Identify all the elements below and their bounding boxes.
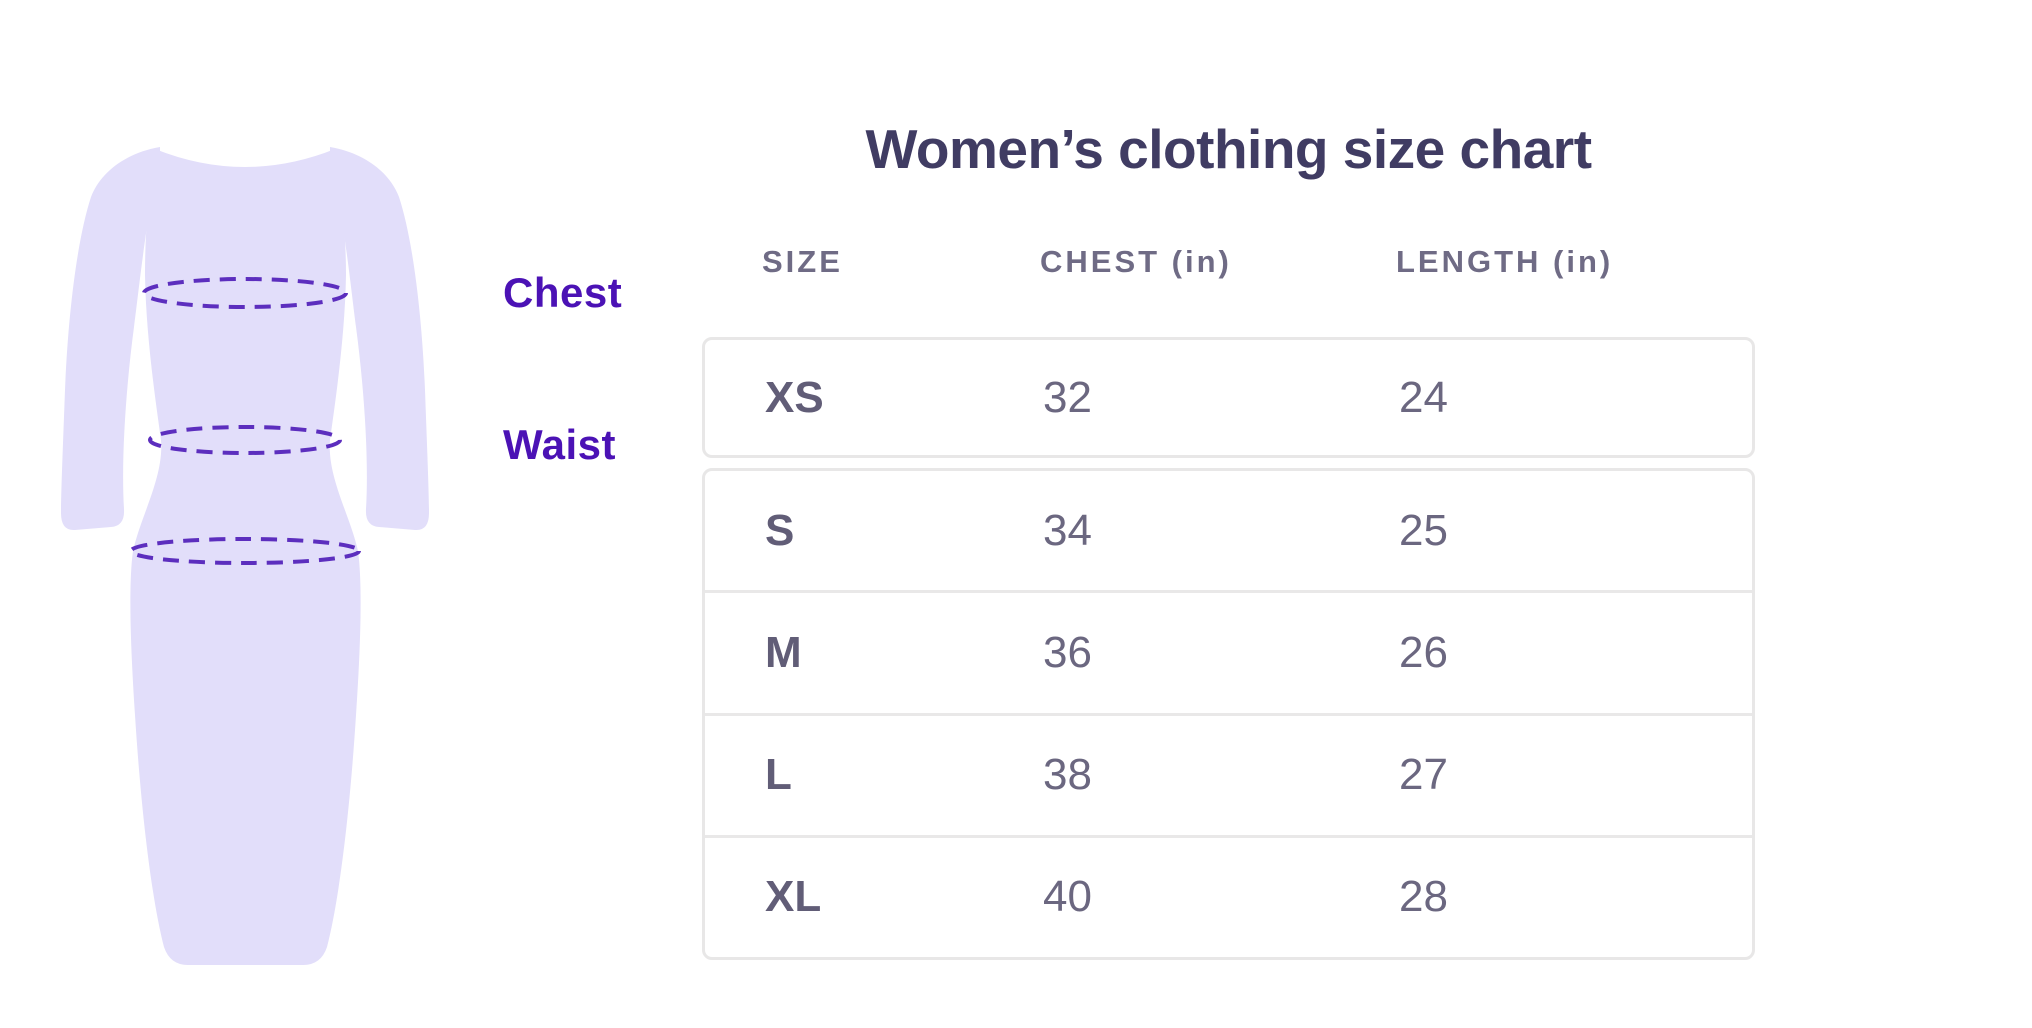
chest-cell: 38 — [1043, 750, 1092, 800]
length-cell: 26 — [1399, 627, 1448, 677]
chest-cell: 34 — [1043, 505, 1092, 555]
length-cell: 24 — [1399, 372, 1448, 422]
length-cell: 27 — [1399, 750, 1448, 800]
size-cell: M — [765, 627, 802, 677]
dress-body — [130, 149, 361, 965]
table-row-s: S 34 25 — [705, 471, 1752, 590]
chart-title: Women’s clothing size chart — [865, 118, 1592, 180]
table-row-l: L 38 27 — [705, 712, 1752, 835]
column-header-length: LENGTH (in) — [1396, 244, 1614, 279]
length-cell: 25 — [1399, 505, 1448, 555]
size-cell: L — [765, 750, 792, 800]
table-row-m: M 36 26 — [705, 590, 1752, 712]
chest-label: Chest — [503, 269, 623, 316]
dress-left-sleeve — [61, 147, 160, 531]
table-row-xl: XL 40 28 — [705, 834, 1752, 957]
size-cell: XL — [765, 872, 822, 922]
column-header-size: SIZE — [762, 244, 843, 279]
chest-cell: 32 — [1043, 372, 1092, 422]
column-header-chest: CHEST (in) — [1040, 244, 1232, 279]
size-table-card-xs: XS 32 24 — [702, 337, 1755, 458]
waist-measure-ellipse — [148, 425, 342, 455]
length-cell: 28 — [1399, 872, 1448, 922]
chest-cell: 36 — [1043, 627, 1092, 677]
dress-right-sleeve — [330, 147, 429, 531]
waist-label: Waist — [503, 421, 616, 468]
dress-illustration — [61, 147, 429, 965]
size-table-card-main: S 34 25 M 36 26 L 38 27 XL 40 28 — [702, 468, 1755, 960]
dress-silhouette — [61, 147, 429, 965]
chest-cell: 40 — [1043, 872, 1092, 922]
hip-measure-ellipse — [129, 537, 361, 565]
size-cell: XS — [765, 372, 824, 422]
chest-measure-ellipse — [142, 277, 348, 309]
table-header-row: SIZE CHEST (in) LENGTH (in) — [702, 242, 1755, 282]
table-row-xs: XS 32 24 — [705, 340, 1752, 455]
size-cell: S — [765, 505, 795, 555]
